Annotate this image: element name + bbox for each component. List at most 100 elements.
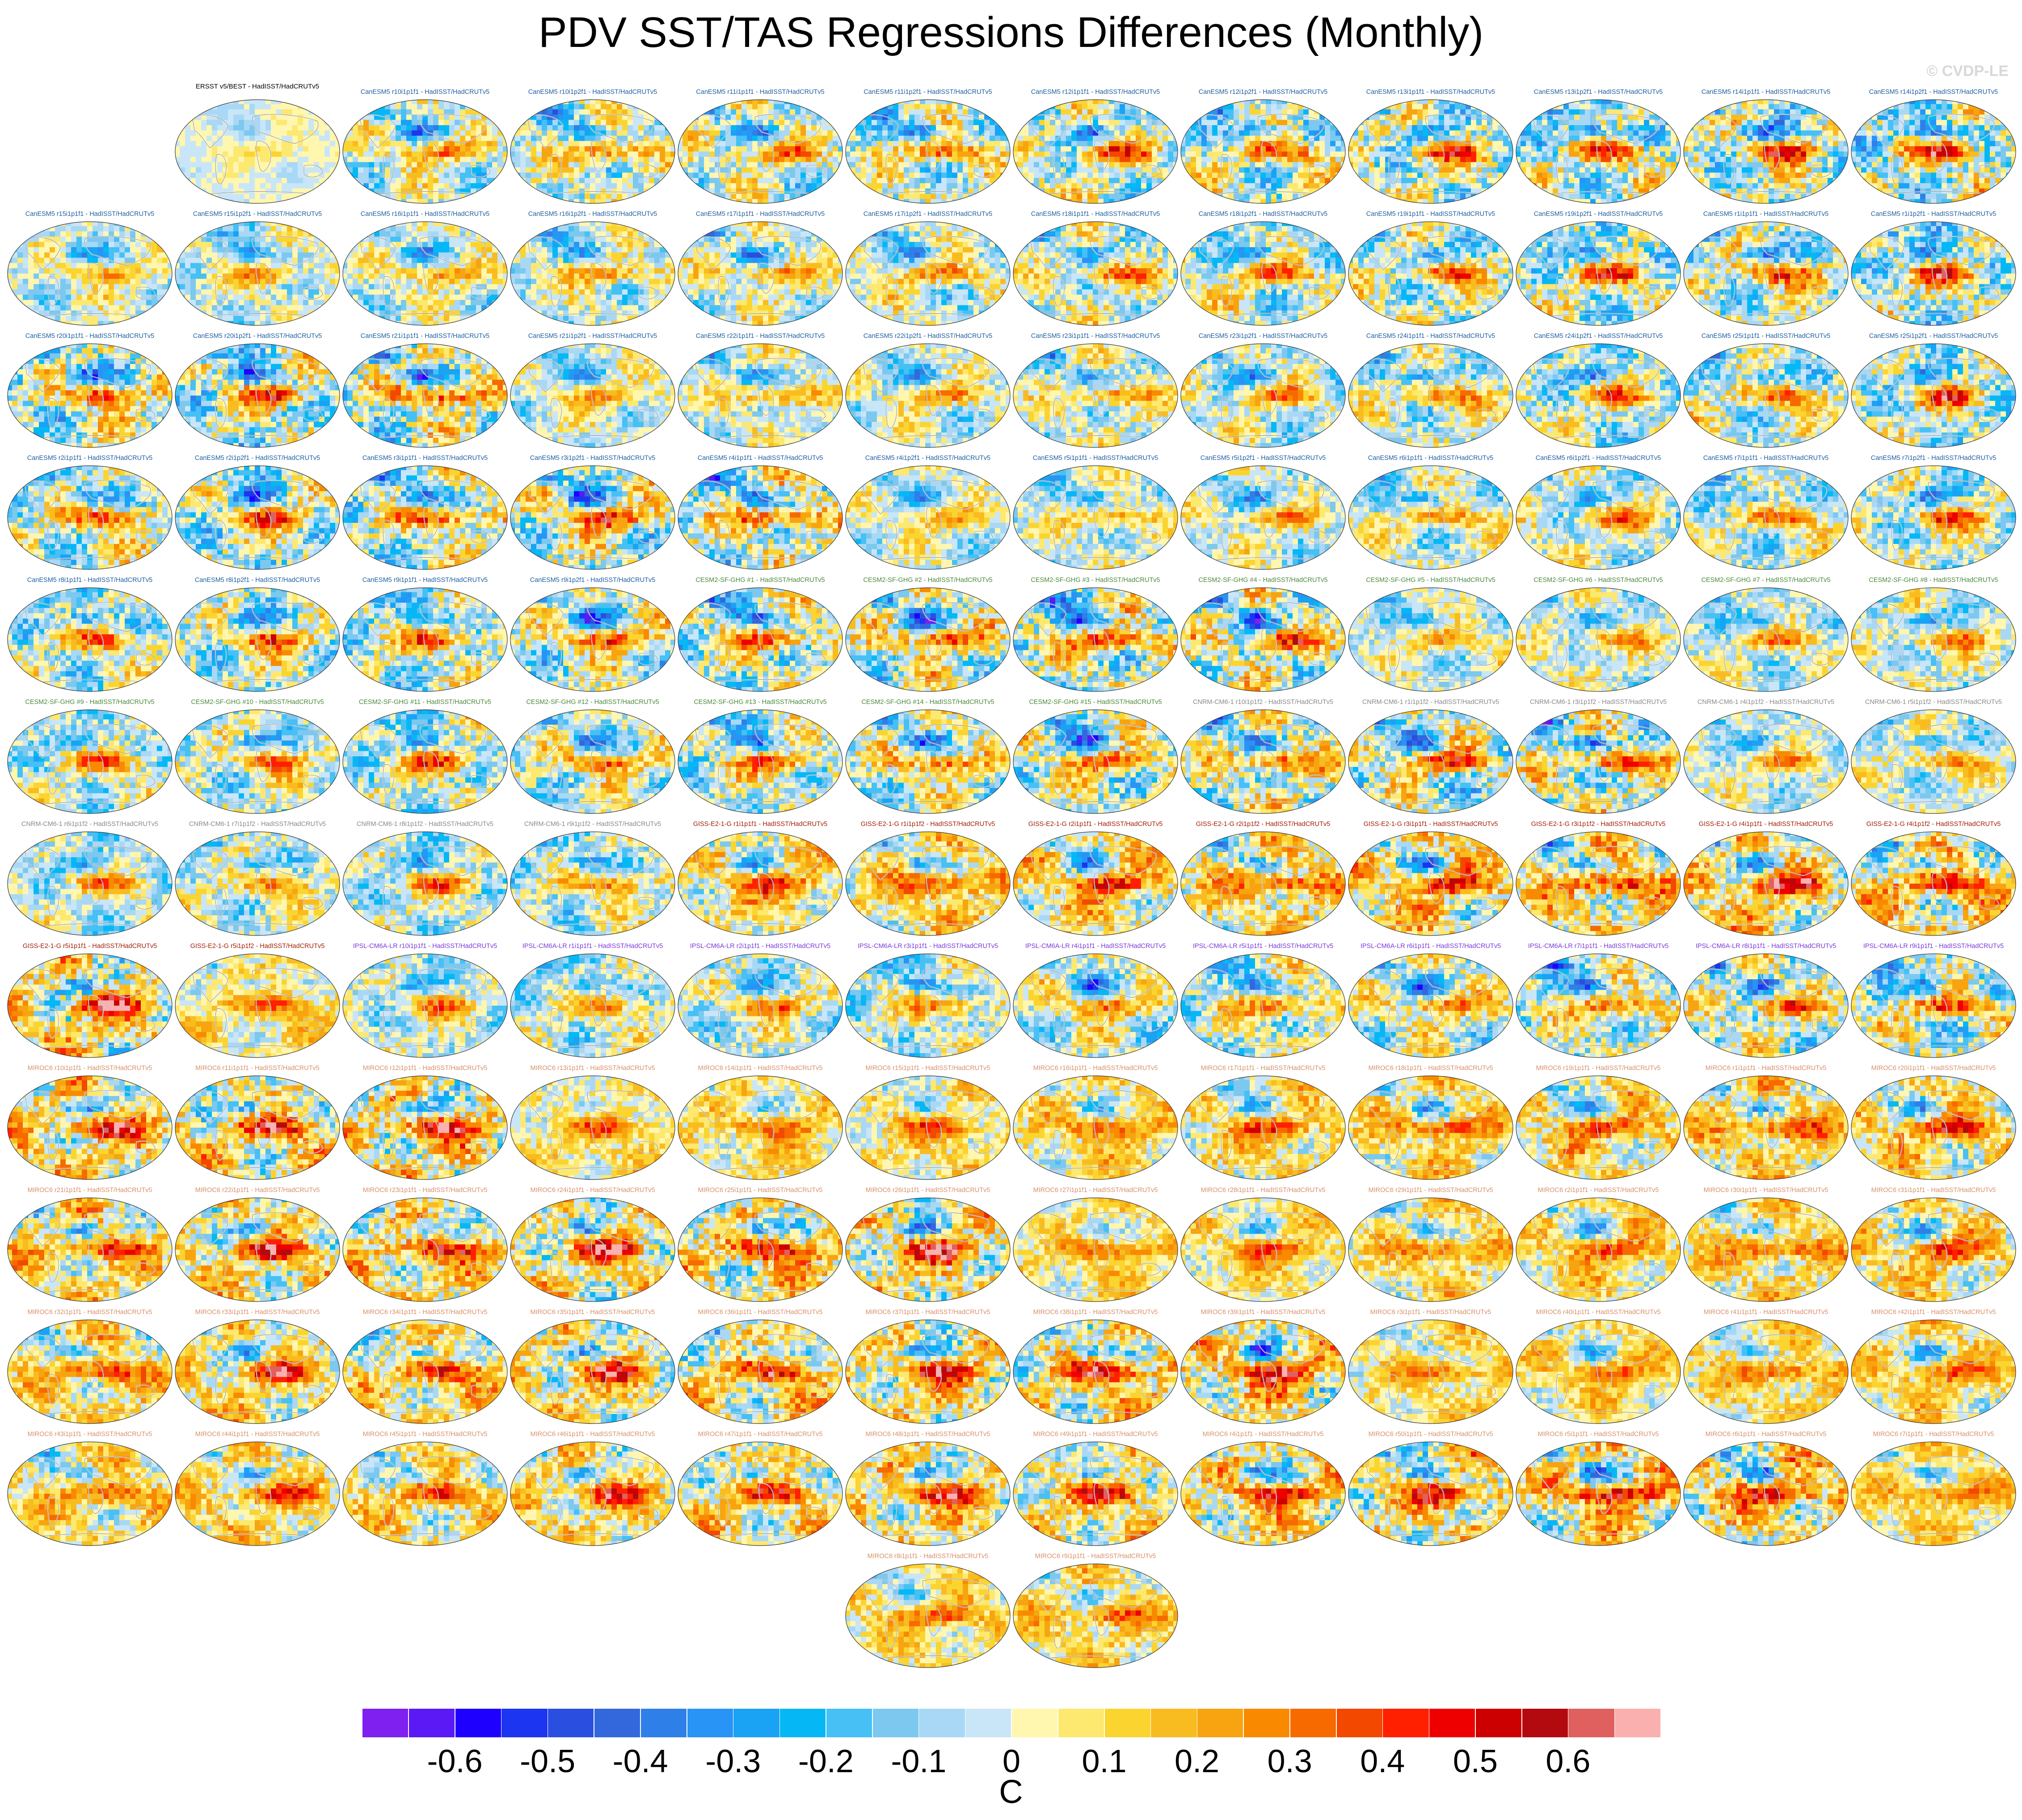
map-panel: MIROC6 r32i1p1f1 - HadISST/HadCRUTv5	[7, 1307, 173, 1428]
panel-title: MIROC6 r40i1p1f1 - HadISST/HadCRUTv5	[1515, 1307, 1681, 1317]
panel-title: MIROC6 r20i1p1f1 - HadISST/HadCRUTv5	[1850, 1063, 2017, 1073]
panel-title: MIROC6 r2i1p1f1 - HadISST/HadCRUTv5	[1515, 1185, 1681, 1195]
panel-title: MIROC6 r4i1p1f1 - HadISST/HadCRUTv5	[1180, 1429, 1346, 1439]
regression-map	[1515, 1075, 1681, 1180]
panel-title: CanESM5 r22i1p1f1 - HadISST/HadCRUTv5	[677, 331, 843, 341]
panel-title: MIROC6 r18i1p1f1 - HadISST/HadCRUTv5	[1348, 1063, 1514, 1073]
map-panel: ERSST v5/BEST - HadISST/HadCRUTv5	[174, 87, 341, 208]
panel-title: MIROC6 r37i1p1f1 - HadISST/HadCRUTv5	[845, 1307, 1011, 1317]
panel-title: CanESM5 r9i1p2f1 - HadISST/HadCRUTv5	[510, 575, 676, 585]
map-panel: IPSL-CM6A-LR r6i1p1f1 - HadISST/HadCRUTv…	[1348, 941, 1514, 1062]
panel-title: IPSL-CM6A-LR r3i1p1f1 - HadISST/HadCRUTv…	[845, 941, 1011, 951]
regression-map	[845, 587, 1011, 692]
colorbar-swatch	[548, 1708, 594, 1738]
panel-title: CanESM5 r12i1p2f1 - HadISST/HadCRUTv5	[1180, 87, 1346, 97]
panel-title: CanESM5 r19i1p1f1 - HadISST/HadCRUTv5	[1348, 209, 1514, 219]
regression-map	[1683, 953, 1849, 1058]
panel-title: MIROC6 r26i1p1f1 - HadISST/HadCRUTv5	[845, 1185, 1011, 1195]
panel-title: GISS-E2-1-G r4i1p1f1 - HadISST/HadCRUTv5	[1683, 819, 1849, 829]
regression-map	[1515, 1319, 1681, 1424]
map-panel: CanESM5 r4i1p2f1 - HadISST/HadCRUTv5	[845, 453, 1011, 574]
panel-title: CanESM5 r3i1p2f1 - HadISST/HadCRUTv5	[510, 453, 676, 463]
map-panel: IPSL-CM6A-LR r4i1p1f1 - HadISST/HadCRUTv…	[1012, 941, 1179, 1062]
map-panel: MIROC6 r17i1p1f1 - HadISST/HadCRUTv5	[1180, 1063, 1346, 1184]
panel-title: CNRM-CM6-1 r5i1p1f2 - HadISST/HadCRUTv5	[1850, 697, 2017, 707]
regression-map	[1515, 1197, 1681, 1302]
map-panel: CanESM5 r2i1p1f1 - HadISST/HadCRUTv5	[7, 453, 173, 574]
regression-map	[7, 831, 173, 936]
colorbar-swatch	[826, 1708, 872, 1738]
map-panel: MIROC6 r30i1p1f1 - HadISST/HadCRUTv5	[1683, 1185, 1849, 1306]
panel-title: MIROC6 r23i1p1f1 - HadISST/HadCRUTv5	[342, 1185, 508, 1195]
map-panel: MIROC6 r2i1p1f1 - HadISST/HadCRUTv5	[1515, 1185, 1681, 1306]
map-panel: MIROC6 r21i1p1f1 - HadISST/HadCRUTv5	[7, 1185, 173, 1306]
map-panel: CESM2-SF-GHG #1 - HadISST/HadCRUTv5	[677, 575, 843, 696]
map-panel: CNRM-CM6-1 r1i1p1f2 - HadISST/HadCRUTv5	[1348, 697, 1514, 818]
map-panel: GISS-E2-1-G r1i1p1f2 - HadISST/HadCRUTv5	[845, 819, 1011, 940]
map-panel: CanESM5 r12i1p2f1 - HadISST/HadCRUTv5	[1180, 87, 1346, 208]
regression-map	[845, 221, 1011, 326]
map-panel: MIROC6 r35i1p1f1 - HadISST/HadCRUTv5	[510, 1307, 676, 1428]
map-panel: CNRM-CM6-1 r3i1p1f2 - HadISST/HadCRUTv5	[1515, 697, 1681, 818]
panel-title: MIROC6 r5i1p1f1 - HadISST/HadCRUTv5	[1515, 1429, 1681, 1439]
map-panel: CanESM5 r17i1p2f1 - HadISST/HadCRUTv5	[845, 209, 1011, 330]
map-panel: CESM2-SF-GHG #10 - HadISST/HadCRUTv5	[174, 697, 341, 818]
regression-map	[1515, 1441, 1681, 1546]
panel-title: MIROC6 r24i1p1f1 - HadISST/HadCRUTv5	[510, 1185, 676, 1195]
map-panel: MIROC6 r18i1p1f1 - HadISST/HadCRUTv5	[1348, 1063, 1514, 1184]
map-panel: MIROC6 r19i1p1f1 - HadISST/HadCRUTv5	[1515, 1063, 1681, 1184]
panel-title: GISS-E2-1-G r2i1p1f1 - HadISST/HadCRUTv5	[1012, 819, 1179, 829]
panel-title: MIROC6 r34i1p1f1 - HadISST/HadCRUTv5	[342, 1307, 508, 1317]
panel-title: CanESM5 r7i1p1f1 - HadISST/HadCRUTv5	[1683, 453, 1849, 463]
regression-map	[1180, 99, 1346, 204]
panel-title: CanESM5 r16i1p2f1 - HadISST/HadCRUTv5	[510, 209, 676, 219]
colorbar-swatch	[362, 1708, 409, 1738]
regression-map	[1348, 587, 1514, 692]
regression-map	[510, 1197, 676, 1302]
map-panel: MIROC6 r11i1p1f1 - HadISST/HadCRUTv5	[174, 1063, 341, 1184]
regression-map	[1683, 1441, 1849, 1546]
regression-map	[677, 709, 843, 814]
panel-title: MIROC6 r22i1p1f1 - HadISST/HadCRUTv5	[174, 1185, 341, 1195]
map-panel: CESM2-SF-GHG #14 - HadISST/HadCRUTv5	[845, 697, 1011, 818]
panel-title: CanESM5 r18i1p2f1 - HadISST/HadCRUTv5	[1180, 209, 1346, 219]
regression-map	[7, 1319, 173, 1424]
panel-title: MIROC6 r27i1p1f1 - HadISST/HadCRUTv5	[1012, 1185, 1179, 1195]
regression-map	[845, 1197, 1011, 1302]
panel-title: CanESM5 r11i1p1f1 - HadISST/HadCRUTv5	[677, 87, 843, 97]
map-panel: IPSL-CM6A-LR r1i1p1f1 - HadISST/HadCRUTv…	[510, 941, 676, 1062]
regression-map	[342, 221, 508, 326]
panel-title: MIROC6 r48i1p1f1 - HadISST/HadCRUTv5	[845, 1429, 1011, 1439]
panel-title: GISS-E2-1-G r5i1p1f2 - HadISST/HadCRUTv5	[174, 941, 341, 951]
map-panel: CanESM5 r16i1p2f1 - HadISST/HadCRUTv5	[510, 209, 676, 330]
regression-map	[1348, 99, 1514, 204]
regression-map	[1850, 221, 2017, 326]
colorbar	[362, 1708, 1661, 1738]
map-panel: MIROC6 r37i1p1f1 - HadISST/HadCRUTv5	[845, 1307, 1011, 1428]
map-panel: MIROC6 r27i1p1f1 - HadISST/HadCRUTv5	[1012, 1185, 1179, 1306]
map-panel: GISS-E2-1-G r2i1p1f1 - HadISST/HadCRUTv5	[1012, 819, 1179, 940]
regression-map	[7, 1075, 173, 1180]
regression-map	[342, 1441, 508, 1546]
panel-title: MIROC6 r38i1p1f1 - HadISST/HadCRUTv5	[1012, 1307, 1179, 1317]
regression-map	[342, 953, 508, 1058]
map-panel: GISS-E2-1-G r5i1p1f1 - HadISST/HadCRUTv5	[7, 941, 173, 1062]
panel-title: GISS-E2-1-G r5i1p1f1 - HadISST/HadCRUTv5	[7, 941, 173, 951]
panel-title: GISS-E2-1-G r1i1p1f1 - HadISST/HadCRUTv5	[677, 819, 843, 829]
colorbar-swatch	[733, 1708, 779, 1738]
regression-map	[1012, 465, 1179, 570]
panel-title: GISS-E2-1-G r3i1p1f1 - HadISST/HadCRUTv5	[1348, 819, 1514, 829]
regression-map	[677, 587, 843, 692]
regression-map	[1180, 953, 1346, 1058]
panel-title: CanESM5 r23i1p2f1 - HadISST/HadCRUTv5	[1180, 331, 1346, 341]
map-panel: MIROC6 r40i1p1f1 - HadISST/HadCRUTv5	[1515, 1307, 1681, 1428]
regression-map	[1012, 1075, 1179, 1180]
map-panel: MIROC6 r46i1p1f1 - HadISST/HadCRUTv5	[510, 1429, 676, 1550]
panel-title: CanESM5 r25i1p1f1 - HadISST/HadCRUTv5	[1683, 331, 1849, 341]
map-panel: MIROC6 r8i1p1f1 - HadISST/HadCRUTv5	[845, 1551, 1011, 1672]
map-panel: MIROC6 r25i1p1f1 - HadISST/HadCRUTv5	[677, 1185, 843, 1306]
regression-map	[1683, 1197, 1849, 1302]
panel-title: MIROC6 r14i1p1f1 - HadISST/HadCRUTv5	[677, 1063, 843, 1073]
map-panel: CanESM5 r5i1p1f1 - HadISST/HadCRUTv5	[1012, 453, 1179, 574]
regression-map	[7, 709, 173, 814]
